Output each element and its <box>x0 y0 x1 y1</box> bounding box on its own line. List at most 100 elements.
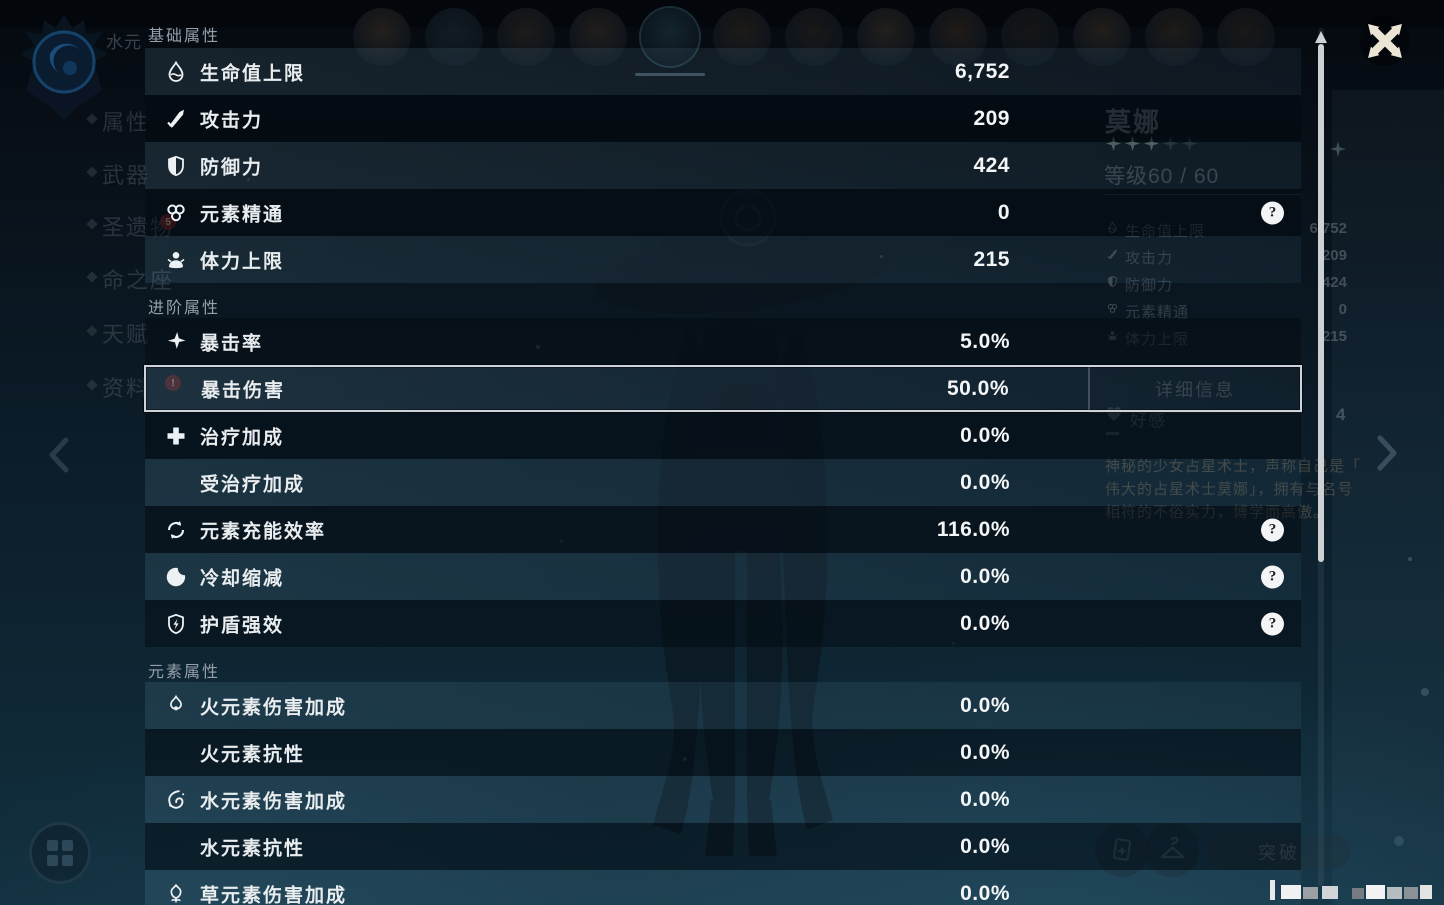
attribute-label: 水元素抗性 <box>200 838 306 859</box>
attribute-label: 草元素伤害加成 <box>200 885 348 905</box>
help-icon[interactable]: ? <box>1261 612 1284 635</box>
sidebar-item-6[interactable]: 资料 <box>102 376 151 401</box>
attribute-row[interactable]: 水元素伤害加成 0.0% <box>145 776 1301 823</box>
crit-rate-icon <box>167 331 186 349</box>
help-icon[interactable]: ? <box>1261 201 1284 224</box>
attribute-label: 护盾强效 <box>200 615 285 636</box>
avatar-slot-9[interactable] <box>929 8 987 66</box>
attribute-label: 生命值上限 <box>200 63 306 84</box>
particle-dot <box>536 345 540 349</box>
attribute-row[interactable]: 体力上限 215 <box>145 236 1301 283</box>
panel-stat-value: 0 <box>1338 301 1347 318</box>
panel-stat-value: 215 <box>1321 328 1347 345</box>
sidebar-notification-badge: ! <box>165 375 181 391</box>
particle-dot <box>683 757 687 761</box>
hydro-icon <box>168 789 185 809</box>
stamina-mini-icon <box>1106 329 1119 347</box>
costume-button[interactable] <box>1145 823 1199 877</box>
avatar-slot-12[interactable] <box>1145 8 1203 66</box>
close-button[interactable] <box>1359 15 1411 67</box>
friendship-label: 好感 <box>1130 411 1166 430</box>
avatar-slot-13[interactable] <box>1217 8 1275 66</box>
character-artwork-silhouette <box>594 171 896 856</box>
sidebar-item-1[interactable]: 属性 <box>102 110 151 135</box>
attribute-value: 0.0% <box>960 834 1010 858</box>
prev-character-chevron[interactable] <box>44 436 72 474</box>
em-icon <box>1107 303 1118 313</box>
attribute-label: 暴击率 <box>200 333 264 354</box>
attribute-row[interactable]: 冷却缩减 0.0%? <box>145 553 1301 600</box>
selected-avatar-underline <box>635 73 705 76</box>
scrollbar-thumb[interactable] <box>1318 44 1324 562</box>
element-label: 水元 <box>106 33 142 52</box>
next-character-chevron[interactable] <box>1374 434 1402 472</box>
avatar-slot-1[interactable] <box>353 8 411 66</box>
attribute-row[interactable]: 元素精通 0? <box>145 189 1301 236</box>
avatar-slot-3[interactable] <box>497 8 555 66</box>
censor-block <box>1352 888 1364 899</box>
stamina-icon <box>1107 331 1118 340</box>
attribute-row[interactable]: 暴击率 5.0% <box>145 318 1301 365</box>
avatar-slot-2[interactable] <box>425 8 483 66</box>
attribute-row[interactable]: 元素充能效率 116.0%? <box>145 506 1301 553</box>
attribute-value: 0.0% <box>960 693 1010 717</box>
friendship-value: 4 <box>1336 405 1346 424</box>
panel-stat-label: 体力上限 <box>1125 331 1190 348</box>
attribute-row[interactable]: 生命值上限 6,752 <box>145 48 1301 95</box>
rarity-star <box>1182 136 1197 156</box>
character-card-button[interactable] <box>1095 823 1149 877</box>
attribute-row[interactable]: 草元素伤害加成 0.0% <box>145 870 1301 905</box>
help-icon[interactable]: ? <box>1261 518 1284 541</box>
particle-dot <box>560 540 563 543</box>
def-icon <box>1108 275 1117 287</box>
attribute-label: 攻击力 <box>200 110 264 131</box>
attribute-row[interactable]: 火元素抗性 0.0% <box>145 729 1301 776</box>
pyro-icon <box>170 694 182 710</box>
attribute-row[interactable]: 暴击伤害 50.0% <box>144 365 1302 412</box>
attribute-value: 0.0% <box>960 611 1010 635</box>
attribute-row[interactable]: 护盾强效 0.0%? <box>145 600 1301 647</box>
sidebar-item-2[interactable]: 武器 <box>102 163 151 188</box>
attribute-row[interactable]: 治疗加成 0.0% <box>145 412 1301 459</box>
shield-strength-icon <box>164 612 188 636</box>
attribute-row[interactable]: 防御力 424 <box>145 142 1301 189</box>
pyro-icon <box>164 694 188 718</box>
ascend-button[interactable]: 突破 <box>1208 834 1350 869</box>
em-icon <box>167 204 185 221</box>
particle-dot <box>880 255 883 258</box>
atk-icon <box>164 107 188 131</box>
character-level: 等级60 / 60 <box>1104 160 1219 190</box>
attribute-row[interactable]: 受治疗加成 0.0% <box>145 459 1301 506</box>
help-icon[interactable]: ? <box>1261 565 1284 588</box>
particle-dot <box>1421 688 1429 696</box>
party-setup-button[interactable] <box>29 822 91 884</box>
avatar-slot-4[interactable] <box>569 8 627 66</box>
scrollbar-top-arrow[interactable] <box>1315 31 1327 43</box>
avatar-slot-11[interactable] <box>1073 8 1131 66</box>
attribute-value: 50.0% <box>946 376 1009 400</box>
details-info-label: 详细信息 <box>1155 376 1235 402</box>
attribute-row[interactable]: 火元素伤害加成 0.0% <box>145 682 1301 729</box>
sidebar-item-5[interactable]: 天赋 <box>102 322 151 347</box>
censor-block <box>1404 887 1418 899</box>
censor-block <box>1270 880 1275 900</box>
avatar-slot-10[interactable] <box>1001 8 1059 66</box>
avatar-slot-7[interactable] <box>785 8 843 66</box>
avatar-slot-8[interactable] <box>857 8 915 66</box>
em-mini-icon <box>1106 302 1119 320</box>
sidebar-item-4[interactable]: 命之座 <box>102 268 175 293</box>
sparkle-decoration <box>1330 141 1346 157</box>
attribute-value: 0 <box>997 200 1010 224</box>
rarity-star <box>1106 136 1121 156</box>
attribute-value: 215 <box>973 247 1010 271</box>
attribute-row[interactable]: 攻击力 209 <box>145 95 1301 142</box>
attribute-value: 0.0% <box>960 881 1010 905</box>
avatar-slot-5[interactable] <box>641 8 699 66</box>
avatar-slot-6[interactable] <box>713 8 771 66</box>
hp-mini-icon <box>1106 221 1119 239</box>
hanger-icon <box>1160 837 1185 859</box>
attribute-row[interactable]: 水元素抗性 0.0% <box>145 823 1301 870</box>
panel-stat-value: 6,752 <box>1309 220 1347 237</box>
details-info-button[interactable]: 详细信息 <box>1088 365 1302 413</box>
shield-strength-icon <box>168 613 184 634</box>
